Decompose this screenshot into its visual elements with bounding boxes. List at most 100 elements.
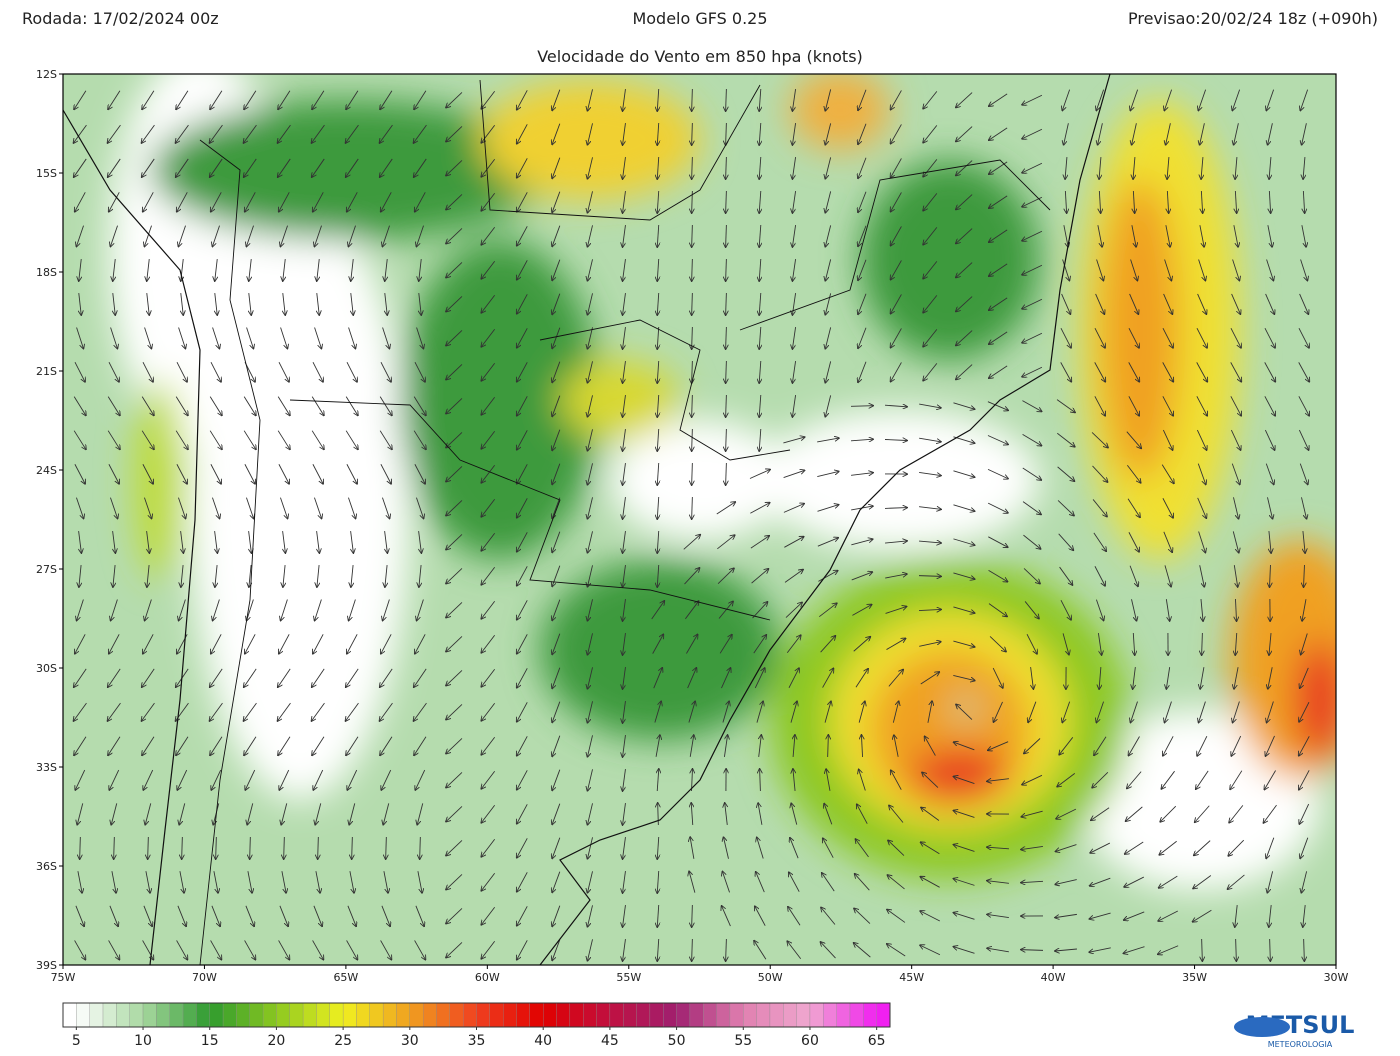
colorbar-cell	[276, 1003, 289, 1027]
colorbar-cell	[543, 1003, 556, 1027]
colorbar-cell	[343, 1003, 356, 1027]
lon-tick-label: 70W	[192, 971, 217, 984]
lat-tick-label: 21S	[36, 365, 57, 378]
colorbar-cell	[677, 1003, 690, 1027]
colorbar-cell	[823, 1003, 836, 1027]
colorbar-cell	[703, 1003, 716, 1027]
colorbar-cell	[356, 1003, 369, 1027]
colorbar-cell	[583, 1003, 596, 1027]
colorbar-label: 40	[534, 1033, 552, 1049]
lat-tick-label: 12S	[36, 68, 57, 81]
colorbar-cell	[76, 1003, 89, 1027]
colorbar-cell	[743, 1003, 756, 1027]
lon-tick-label: 50W	[758, 971, 783, 984]
colorbar-cell	[610, 1003, 623, 1027]
colorbar-cell	[103, 1003, 116, 1027]
lat-tick-label: 15S	[36, 167, 57, 180]
colorbar-cell	[850, 1003, 863, 1027]
colorbar-cell	[196, 1003, 209, 1027]
colorbar-label: 20	[268, 1033, 286, 1049]
colorbar-label: 35	[468, 1033, 486, 1049]
colorbar-cell	[370, 1003, 383, 1027]
colorbar-cell	[303, 1003, 316, 1027]
colorbar-label: 60	[801, 1033, 819, 1049]
colorbar-cell	[250, 1003, 263, 1027]
colorbar-cell	[223, 1003, 236, 1027]
lat-tick-label: 24S	[36, 464, 57, 477]
colorbar-cell	[810, 1003, 823, 1027]
colorbar-cell	[263, 1003, 276, 1027]
colorbar-cell	[383, 1003, 396, 1027]
colorbar-cell	[757, 1003, 770, 1027]
lon-tick-label: 40W	[1041, 971, 1066, 984]
lat-tick-label: 33S	[36, 761, 57, 774]
colorbar-cell	[650, 1003, 663, 1027]
colorbar-cell	[410, 1003, 423, 1027]
forecast-label: Previsao:20/02/24 18z (+090h)	[1128, 9, 1378, 28]
logo-globe	[1234, 1017, 1290, 1037]
colorbar-cell	[463, 1003, 476, 1027]
colorbar-cell	[637, 1003, 650, 1027]
colorbar-cell	[156, 1003, 169, 1027]
colorbar-cell	[623, 1003, 636, 1027]
colorbar-label: 45	[601, 1033, 619, 1049]
colorbar-cell	[783, 1003, 796, 1027]
colorbar-cell	[143, 1003, 156, 1027]
colorbar-cell	[690, 1003, 703, 1027]
colorbar-cell	[663, 1003, 676, 1027]
colorbar-cell	[770, 1003, 783, 1027]
colorbar-label: 25	[334, 1033, 352, 1049]
colorbar-cell	[116, 1003, 129, 1027]
colorbar-cell	[730, 1003, 743, 1027]
colorbar-label: 65	[868, 1033, 886, 1049]
colorbar-cell	[717, 1003, 730, 1027]
lat-tick-label: 27S	[36, 563, 57, 576]
colorbar-cell	[597, 1003, 610, 1027]
colorbar-cell	[517, 1003, 530, 1027]
model-label: Modelo GFS 0.25	[632, 9, 767, 28]
colorbar-cell	[316, 1003, 329, 1027]
colorbar-cell	[490, 1003, 503, 1027]
subtitle: Velocidade do Vento em 850 hpa (knots)	[537, 47, 863, 66]
colorbar-cell	[423, 1003, 436, 1027]
colorbar-cell	[330, 1003, 343, 1027]
colorbar-cell	[396, 1003, 409, 1027]
colorbar-label: 50	[668, 1033, 686, 1049]
colorbar-cell	[210, 1003, 223, 1027]
colorbar-label: 55	[734, 1033, 752, 1049]
colorbar-cell	[503, 1003, 516, 1027]
colorbar-cell	[570, 1003, 583, 1027]
lon-tick-label: 45W	[899, 971, 924, 984]
run-label: Rodada: 17/02/2024 00z	[22, 9, 219, 28]
colorbar-cell	[236, 1003, 249, 1027]
colorbar-cell	[837, 1003, 850, 1027]
lon-tick-label: 55W	[616, 971, 641, 984]
colorbar-cell	[797, 1003, 810, 1027]
colorbar-cell	[183, 1003, 196, 1027]
colorbar-cell	[436, 1003, 449, 1027]
colorbar-cell	[477, 1003, 490, 1027]
colorbar-label: 30	[401, 1033, 419, 1049]
lon-tick-label: 60W	[475, 971, 500, 984]
colorbar-cell	[63, 1003, 76, 1027]
colorbar-cell	[170, 1003, 183, 1027]
colorbar-cell	[557, 1003, 570, 1027]
wind-field	[63, 50, 1370, 965]
colorbar-cell	[450, 1003, 463, 1027]
lon-tick-label: 65W	[333, 971, 358, 984]
lat-tick-label: 30S	[36, 662, 57, 675]
colorbar-cell	[863, 1003, 876, 1027]
colorbar-cell	[877, 1003, 890, 1027]
colorbar-label: 5	[72, 1033, 81, 1049]
logo-tagline: METEOROLOGIA	[1268, 1040, 1333, 1049]
colorbar-label: 10	[134, 1033, 152, 1049]
lon-tick-label: 35W	[1182, 971, 1207, 984]
lon-tick-label: 30W	[1324, 971, 1349, 984]
colorbar-label: 15	[201, 1033, 219, 1049]
lat-tick-label: 36S	[36, 860, 57, 873]
lon-tick-label: 75W	[51, 971, 76, 984]
colorbar-cell	[130, 1003, 143, 1027]
colorbar-cell	[290, 1003, 303, 1027]
colorbar-cell	[530, 1003, 543, 1027]
